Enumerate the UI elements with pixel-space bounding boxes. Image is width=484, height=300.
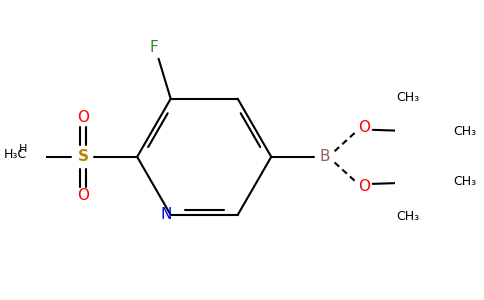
Text: H₃C: H₃C xyxy=(4,148,27,160)
Text: B: B xyxy=(320,149,331,164)
Text: O: O xyxy=(77,188,89,203)
Text: F: F xyxy=(150,40,158,55)
Text: H: H xyxy=(19,144,27,154)
Text: O: O xyxy=(358,179,370,194)
Text: CH₃: CH₃ xyxy=(454,176,477,188)
Text: S: S xyxy=(77,149,89,164)
Text: O: O xyxy=(358,120,370,135)
Text: CH₃: CH₃ xyxy=(396,210,420,223)
Text: CH₃: CH₃ xyxy=(396,91,420,104)
Text: CH₃: CH₃ xyxy=(454,125,477,138)
Text: O: O xyxy=(77,110,89,125)
Text: N: N xyxy=(160,207,172,222)
